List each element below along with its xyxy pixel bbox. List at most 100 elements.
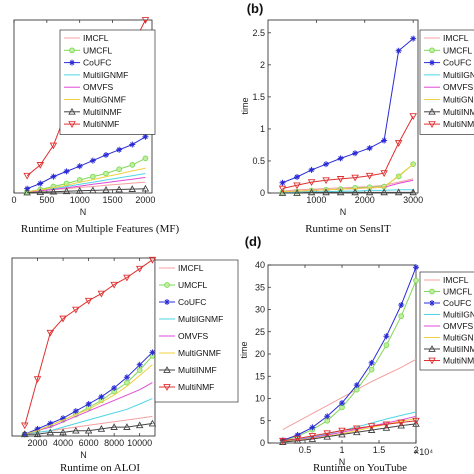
data-point-MultiINMF [397, 421, 405, 429]
legend-marker [164, 282, 170, 288]
data-point-MultiINMF [409, 188, 417, 196]
x-tick-label: 2000 [135, 195, 155, 205]
y-tick-label: 2 [260, 60, 265, 70]
series-line-CoUFC [282, 267, 417, 441]
data-point-MultiNMF [351, 174, 359, 182]
series-line-OMVFS [282, 415, 417, 443]
y-tick-label: 1 [260, 124, 265, 134]
data-point-MultiNMF [46, 329, 55, 337]
plot-area-frame [267, 19, 419, 194]
series-line-MultiINMF [27, 188, 146, 194]
x-tick-label: 10000 [127, 438, 152, 448]
data-point-MultiNMF [110, 281, 118, 289]
data-point-MultiNMF [21, 422, 29, 430]
legend-label: MultiIGNMF [178, 314, 223, 324]
legend-label: IMCFL [178, 263, 204, 273]
data-point-MultiINMF [394, 188, 403, 196]
data-point-CoUFC [413, 264, 419, 271]
x-tick-label: 1000 [306, 195, 326, 205]
data-point-CoUFC [47, 420, 54, 427]
data-point-CoUFC [352, 150, 359, 157]
series-line-MultiINMF [282, 191, 414, 194]
legend-label: MultiGNMF [178, 348, 221, 358]
legend-marker [163, 384, 171, 391]
legend-marker [428, 107, 436, 115]
series-line-OMVFS [24, 382, 153, 435]
data-point-CoUFC [63, 168, 70, 175]
legend-label: CoUFC [443, 58, 471, 68]
legend-label: IMCFL [443, 33, 469, 43]
legend-label: CoUFC [178, 297, 206, 307]
data-point-UMCFL [383, 342, 390, 348]
data-point-MultiNMF [278, 185, 287, 193]
data-point-UMCFL [398, 313, 405, 320]
legend-box [419, 29, 474, 135]
data-point-CoUFC [149, 349, 156, 356]
data-point-MultiNMF [323, 430, 331, 438]
legend-marker [69, 59, 75, 66]
data-point-MultiINMF [84, 426, 93, 434]
data-point-MultiINMF [336, 188, 345, 196]
legend-marker [428, 345, 436, 352]
series-line-MultiINMF [24, 423, 153, 435]
y-tick-label: 15 [255, 371, 265, 381]
data-point-MultiNMF [123, 274, 131, 282]
legend-label: MultiIGN [443, 310, 474, 320]
data-point-MultiINMF [382, 423, 391, 431]
data-point-MultiNMF [412, 417, 420, 425]
data-point-MultiINMF [128, 185, 137, 192]
data-point-MultiINMF [293, 189, 301, 196]
data-point-CoUFC [337, 155, 344, 162]
data-point-CoUFC [381, 137, 388, 144]
x-tick-label: 2000 [28, 438, 48, 448]
series-line-UMCFL [27, 157, 146, 193]
legend-marker [429, 47, 435, 54]
data-point-MultiINMF [97, 424, 106, 432]
legend-label: IMCFL [443, 275, 469, 285]
legend-label: OMVFS [178, 331, 209, 341]
legend-marker [429, 288, 435, 295]
series-line-CoUFC [26, 136, 146, 190]
data-point-CoUFC [294, 173, 301, 180]
legend-label: UMCFL [443, 287, 473, 297]
x-tick-label: 1500 [103, 195, 123, 205]
data-point-MultiINMF [46, 428, 55, 436]
y-tick-label: 0 [260, 188, 265, 198]
series-line-MultiINMF [282, 423, 417, 443]
data-point-UMCFL [103, 170, 109, 177]
legend-label: MultiNMF [178, 382, 214, 392]
y-tick-label: 10 [255, 394, 265, 404]
legend-marker [68, 121, 76, 129]
data-point-MultiINMF [380, 188, 388, 196]
series-line-MultiIGNMF [24, 398, 153, 435]
x-tick-label: 1 [339, 445, 344, 455]
data-point-MultiNMF [59, 315, 67, 323]
data-point-CoUFC [123, 374, 130, 381]
data-point-CoUFC [279, 179, 286, 186]
data-point-MultiINMF [135, 421, 144, 429]
data-point-MultiNMF [33, 376, 42, 383]
y-axis-label: time [240, 97, 250, 114]
data-point-UMCFL [90, 173, 96, 180]
data-point-MultiNMF [397, 419, 405, 427]
data-point-MultiNMF [84, 297, 93, 305]
data-point-MultiINMF [89, 186, 97, 194]
legend-label: OMVFS [83, 82, 114, 92]
plot-area-frame [11, 257, 156, 437]
y-tick-label: 0.5 [252, 156, 265, 166]
data-point-MultiINMF [21, 430, 29, 438]
data-point-CoUFC [324, 413, 331, 420]
data-point-UMCFL [129, 162, 136, 168]
panel-d: 0.5 1 1.5 20510152025303540N×10⁴timeIMCFLUM… [239, 234, 474, 474]
x-tick-label: 4000 [53, 438, 73, 448]
data-point-CoUFC [60, 415, 67, 422]
series-line-MultiNMF [24, 259, 153, 426]
data-point-CoUFC [76, 163, 83, 170]
data-point-MultiINMF [148, 419, 157, 427]
data-point-CoUFC [294, 431, 301, 438]
data-point-CoUFC [129, 141, 136, 148]
legend-marker [428, 121, 436, 129]
data-point-MultiINMF [123, 423, 131, 430]
data-point-CoUFC [50, 173, 57, 180]
